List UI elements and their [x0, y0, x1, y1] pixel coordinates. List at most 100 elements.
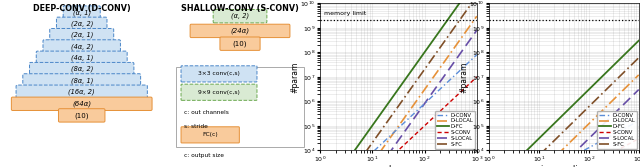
- D-CONV: [458, 67, 466, 69]
- S-CONV: [473, 76, 481, 78]
- Line: D-FC: D-FC: [489, 41, 639, 167]
- D-LOCAL: [412, 101, 420, 103]
- D-CONV: [412, 111, 420, 113]
- S-LOCAL: [448, 64, 456, 66]
- S-FC: [635, 57, 640, 59]
- D-FC: [621, 53, 628, 55]
- D-LOCAL: [458, 36, 466, 38]
- Text: c: output size: c: output size: [184, 153, 225, 158]
- S-FC: [412, 80, 420, 82]
- FancyBboxPatch shape: [220, 37, 260, 50]
- S-CONV: [611, 150, 619, 152]
- D-CONV: [621, 127, 628, 129]
- FancyBboxPatch shape: [190, 24, 290, 38]
- X-axis label: image dim: image dim: [541, 165, 586, 167]
- S-CONV: [448, 99, 456, 101]
- Text: 9×9 conv(c,s): 9×9 conv(c,s): [198, 90, 240, 95]
- FancyBboxPatch shape: [36, 51, 127, 64]
- D-LOCAL: [410, 104, 417, 106]
- S-CONV: [410, 135, 417, 137]
- FancyBboxPatch shape: [12, 97, 152, 111]
- D-FC: [573, 100, 581, 102]
- D-CONV: [473, 54, 481, 56]
- Line: D-LOCAL: D-LOCAL: [489, 75, 639, 167]
- Text: (α, 2): (α, 2): [231, 13, 249, 19]
- Text: (2α, 2): (2α, 2): [70, 21, 93, 27]
- S-FC: [448, 30, 456, 32]
- S-CONV: [458, 90, 466, 92]
- FancyBboxPatch shape: [181, 127, 239, 143]
- S-FC: [458, 16, 466, 18]
- D-CONV: [573, 153, 581, 155]
- Text: DEEP-CONV (D-CONV): DEEP-CONV (D-CONV): [33, 4, 131, 13]
- D-LOCAL: [574, 133, 582, 135]
- S-FC: [573, 117, 581, 119]
- Text: (4α, 2): (4α, 2): [70, 43, 93, 50]
- D-CONV: [409, 114, 417, 116]
- S-LOCAL: [573, 149, 581, 151]
- Line: S-LOCAL: S-LOCAL: [489, 90, 639, 167]
- S-LOCAL: [412, 115, 420, 117]
- Text: (10): (10): [74, 112, 89, 119]
- S-FC: [409, 85, 417, 87]
- S-LOCAL: [473, 29, 481, 31]
- D-LOCAL: [577, 131, 584, 133]
- Y-axis label: #param: #param: [459, 61, 468, 93]
- Text: c: out channels: c: out channels: [184, 110, 229, 115]
- S-CONV: [635, 138, 640, 140]
- Line: S-FC: S-FC: [320, 0, 477, 167]
- Y-axis label: #param: #param: [290, 61, 299, 93]
- D-CONV: [410, 113, 417, 115]
- Line: S-CONV: S-CONV: [489, 139, 639, 167]
- S-LOCAL: [409, 119, 417, 121]
- Text: (10): (10): [233, 40, 247, 47]
- D-FC: [458, 0, 466, 1]
- D-CONV: [611, 133, 619, 135]
- FancyBboxPatch shape: [29, 62, 134, 76]
- FancyBboxPatch shape: [23, 74, 141, 87]
- D-FC: [611, 63, 619, 65]
- S-CONV: [412, 133, 420, 135]
- S-LOCAL: [611, 112, 619, 114]
- Line: S-LOCAL: S-LOCAL: [320, 30, 477, 167]
- Text: 3×3 conv(c,s): 3×3 conv(c,s): [198, 71, 240, 76]
- Text: (16α, 2): (16α, 2): [68, 89, 95, 95]
- Line: D-LOCAL: D-LOCAL: [320, 16, 477, 167]
- FancyBboxPatch shape: [213, 10, 267, 23]
- FancyBboxPatch shape: [181, 66, 257, 82]
- S-LOCAL: [410, 118, 417, 120]
- Line: S-FC: S-FC: [489, 58, 639, 167]
- Text: (4α, 1): (4α, 1): [70, 55, 93, 61]
- D-CONV: [448, 77, 456, 79]
- D-CONV: [574, 152, 582, 154]
- D-LOCAL: [409, 105, 417, 107]
- FancyBboxPatch shape: [50, 28, 114, 42]
- D-LOCAL: [635, 74, 640, 76]
- S-LOCAL: [621, 102, 628, 104]
- Text: memory limit: memory limit: [324, 11, 366, 16]
- Line: D-CONV: D-CONV: [320, 55, 477, 167]
- Line: S-CONV: S-CONV: [320, 77, 477, 167]
- D-LOCAL: [611, 97, 619, 99]
- D-LOCAL: [573, 134, 581, 136]
- Bar: [176, 66, 304, 147]
- S-CONV: [621, 145, 628, 147]
- D-FC: [412, 63, 420, 65]
- D-CONV: [635, 120, 640, 122]
- Text: s: stride: s: stride: [184, 124, 208, 129]
- Text: SHALLOW-CONV (S-CONV): SHALLOW-CONV (S-CONV): [181, 4, 299, 13]
- FancyBboxPatch shape: [181, 84, 257, 100]
- S-LOCAL: [577, 146, 584, 148]
- D-LOCAL: [473, 15, 481, 17]
- Text: (24α): (24α): [230, 28, 250, 34]
- D-FC: [448, 13, 456, 15]
- S-FC: [410, 84, 417, 86]
- D-LOCAL: [621, 88, 628, 90]
- FancyBboxPatch shape: [63, 6, 100, 19]
- D-FC: [410, 67, 417, 69]
- S-CONV: [409, 136, 417, 138]
- Text: (64α): (64α): [72, 101, 92, 107]
- FancyBboxPatch shape: [43, 40, 120, 53]
- Line: D-FC: D-FC: [320, 0, 477, 167]
- S-LOCAL: [635, 89, 640, 91]
